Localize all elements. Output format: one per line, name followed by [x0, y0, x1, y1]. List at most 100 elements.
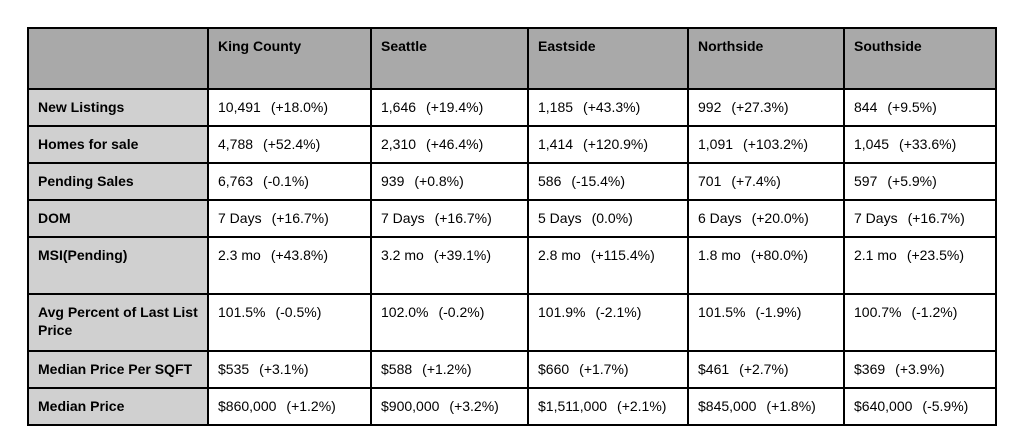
cell-value: 101.5%	[698, 304, 746, 320]
cell-change: (+16.7%)	[907, 210, 965, 226]
table-row-median-price-per-sqft: Median Price Per SQFT $535 (+3.1%) $588 (+…	[27, 350, 997, 389]
cell-change: (-2.1%)	[595, 304, 642, 320]
table-row-avg-percent-last-list-price: Avg Percent of Last List Price 101.5% (-0…	[27, 293, 997, 352]
table-cell: 992 (+27.3%)	[687, 88, 845, 127]
row-label: New Listings	[27, 88, 209, 127]
cell-value: 6,763	[218, 173, 254, 189]
row-label: Avg Percent of Last List Price	[27, 293, 209, 352]
cell-change: (+1.2%)	[422, 361, 472, 377]
column-header-seattle: Seattle	[370, 27, 529, 90]
cell-change: (+23.5%)	[906, 247, 965, 263]
cell-value: $845,000	[698, 398, 757, 414]
cell-value: 4,788	[218, 136, 254, 152]
cell-change: (+2.7%)	[739, 361, 789, 377]
cell-change: (+120.9%)	[583, 136, 649, 152]
table-cell: $461 (+2.7%)	[687, 350, 845, 389]
table-cell: 597 (+5.9%)	[843, 162, 997, 201]
cell-change: (+19.4%)	[426, 99, 484, 115]
row-label: Pending Sales	[27, 162, 209, 201]
cell-change: (-15.4%)	[571, 173, 626, 189]
table-row-msi-pending: MSI(Pending) 2.3 mo (+43.8%) 3.2 mo (+39.1…	[27, 236, 997, 295]
cell-change: (+1.8%)	[766, 398, 816, 414]
table-cell: $588 (+1.2%)	[370, 350, 529, 389]
cell-value: 597	[854, 173, 878, 189]
cell-change: (+33.6%)	[899, 136, 957, 152]
cell-value: 1,091	[698, 136, 734, 152]
table-cell: 3.2 mo (+39.1%)	[370, 236, 529, 295]
cell-value: 1.8 mo	[698, 247, 741, 263]
cell-value: 101.9%	[538, 304, 586, 320]
row-label: DOM	[27, 199, 209, 238]
cell-change: (-0.1%)	[263, 173, 309, 189]
cell-value: 2.1 mo	[854, 247, 897, 263]
row-label: Homes for sale	[27, 125, 209, 164]
column-header-king-county: King County	[207, 27, 372, 90]
cell-value: 1,185	[538, 99, 574, 115]
table-cell: 1,414 (+120.9%)	[527, 125, 689, 164]
cell-change: (+7.4%)	[731, 173, 781, 189]
table-cell: 101.9% (-2.1%)	[527, 293, 689, 352]
cell-value: 1,646	[381, 99, 417, 115]
cell-value: 2.8 mo	[538, 247, 581, 263]
table-row-median-price: Median Price $860,000 (+1.2%) $900,000 (+3…	[27, 387, 997, 426]
cell-value: 101.5%	[218, 304, 266, 320]
table-cell: 939 (+0.8%)	[370, 162, 529, 201]
cell-change: (+39.1%)	[433, 247, 492, 263]
cell-value: $640,000	[854, 398, 913, 414]
cell-change: (+52.4%)	[263, 136, 321, 152]
cell-value: 7 Days	[854, 210, 898, 226]
table-cell: 2,310 (+46.4%)	[370, 125, 529, 164]
cell-change: (+20.0%)	[751, 210, 809, 226]
table-cell: $369 (+3.9%)	[843, 350, 997, 389]
column-header-southside: Southside	[843, 27, 997, 90]
row-label: Median Price Per SQFT	[27, 350, 209, 389]
cell-value: 7 Days	[381, 210, 425, 226]
cell-change: (+2.1%)	[617, 398, 667, 414]
cell-value: 844	[854, 99, 878, 115]
table-cell: $640,000 (-5.9%)	[843, 387, 997, 426]
table-cell: $1,511,000 (+2.1%)	[527, 387, 689, 426]
corner-cell	[27, 27, 209, 90]
cell-value: 701	[698, 173, 722, 189]
cell-change: (-1.9%)	[755, 304, 802, 320]
cell-change: (+5.9%)	[887, 173, 937, 189]
table-cell: 1,091 (+103.2%)	[687, 125, 845, 164]
cell-change: (+46.4%)	[426, 136, 484, 152]
cell-change: (+1.7%)	[579, 361, 629, 377]
cell-change: (-0.2%)	[438, 304, 485, 320]
table-cell: 586 (-15.4%)	[527, 162, 689, 201]
cell-value: 1,045	[854, 136, 890, 152]
cell-change: (+103.2%)	[743, 136, 809, 152]
cell-change: (+18.0%)	[270, 99, 329, 115]
cell-value: 3.2 mo	[381, 247, 424, 263]
cell-change: (-0.5%)	[275, 304, 322, 320]
cell-value: $860,000	[218, 398, 277, 414]
table-row-new-listings: New Listings 10,491 (+18.0%) 1,646 (+19.4%…	[27, 88, 997, 127]
table-cell: 7 Days (+16.7%)	[207, 199, 372, 238]
row-label: Median Price	[27, 387, 209, 426]
table-cell: $900,000 (+3.2%)	[370, 387, 529, 426]
column-header-northside: Northside	[687, 27, 845, 90]
cell-change: (+1.2%)	[286, 398, 336, 414]
table-cell: 101.5% (-0.5%)	[207, 293, 372, 352]
table-row-dom: DOM 7 Days (+16.7%) 7 Days (+16.7%) 5 Days…	[27, 199, 997, 238]
table-cell: 1.8 mo (+80.0%)	[687, 236, 845, 295]
real-estate-market-table: King County Seattle Eastside Northside S…	[27, 27, 997, 426]
table-cell: 1,045 (+33.6%)	[843, 125, 997, 164]
table-cell: $535 (+3.1%)	[207, 350, 372, 389]
cell-value: 2.3 mo	[218, 247, 261, 263]
table-cell: $860,000 (+1.2%)	[207, 387, 372, 426]
cell-change: (+9.5%)	[887, 99, 937, 115]
cell-value: 7 Days	[218, 210, 262, 226]
cell-change: (+27.3%)	[731, 99, 789, 115]
table-row-homes-for-sale: Homes for sale 4,788 (+52.4%) 2,310 (+46.4…	[27, 125, 997, 164]
table-cell: 7 Days (+16.7%)	[843, 199, 997, 238]
table-cell: 6,763 (-0.1%)	[207, 162, 372, 201]
cell-change: (+3.9%)	[895, 361, 945, 377]
cell-value: 10,491	[218, 99, 261, 115]
table-cell: 2.1 mo (+23.5%)	[843, 236, 997, 295]
cell-value: 102.0%	[381, 304, 429, 320]
cell-change: (+3.2%)	[449, 398, 499, 414]
cell-change: (+43.8%)	[270, 247, 329, 263]
cell-change: (+43.3%)	[583, 99, 641, 115]
